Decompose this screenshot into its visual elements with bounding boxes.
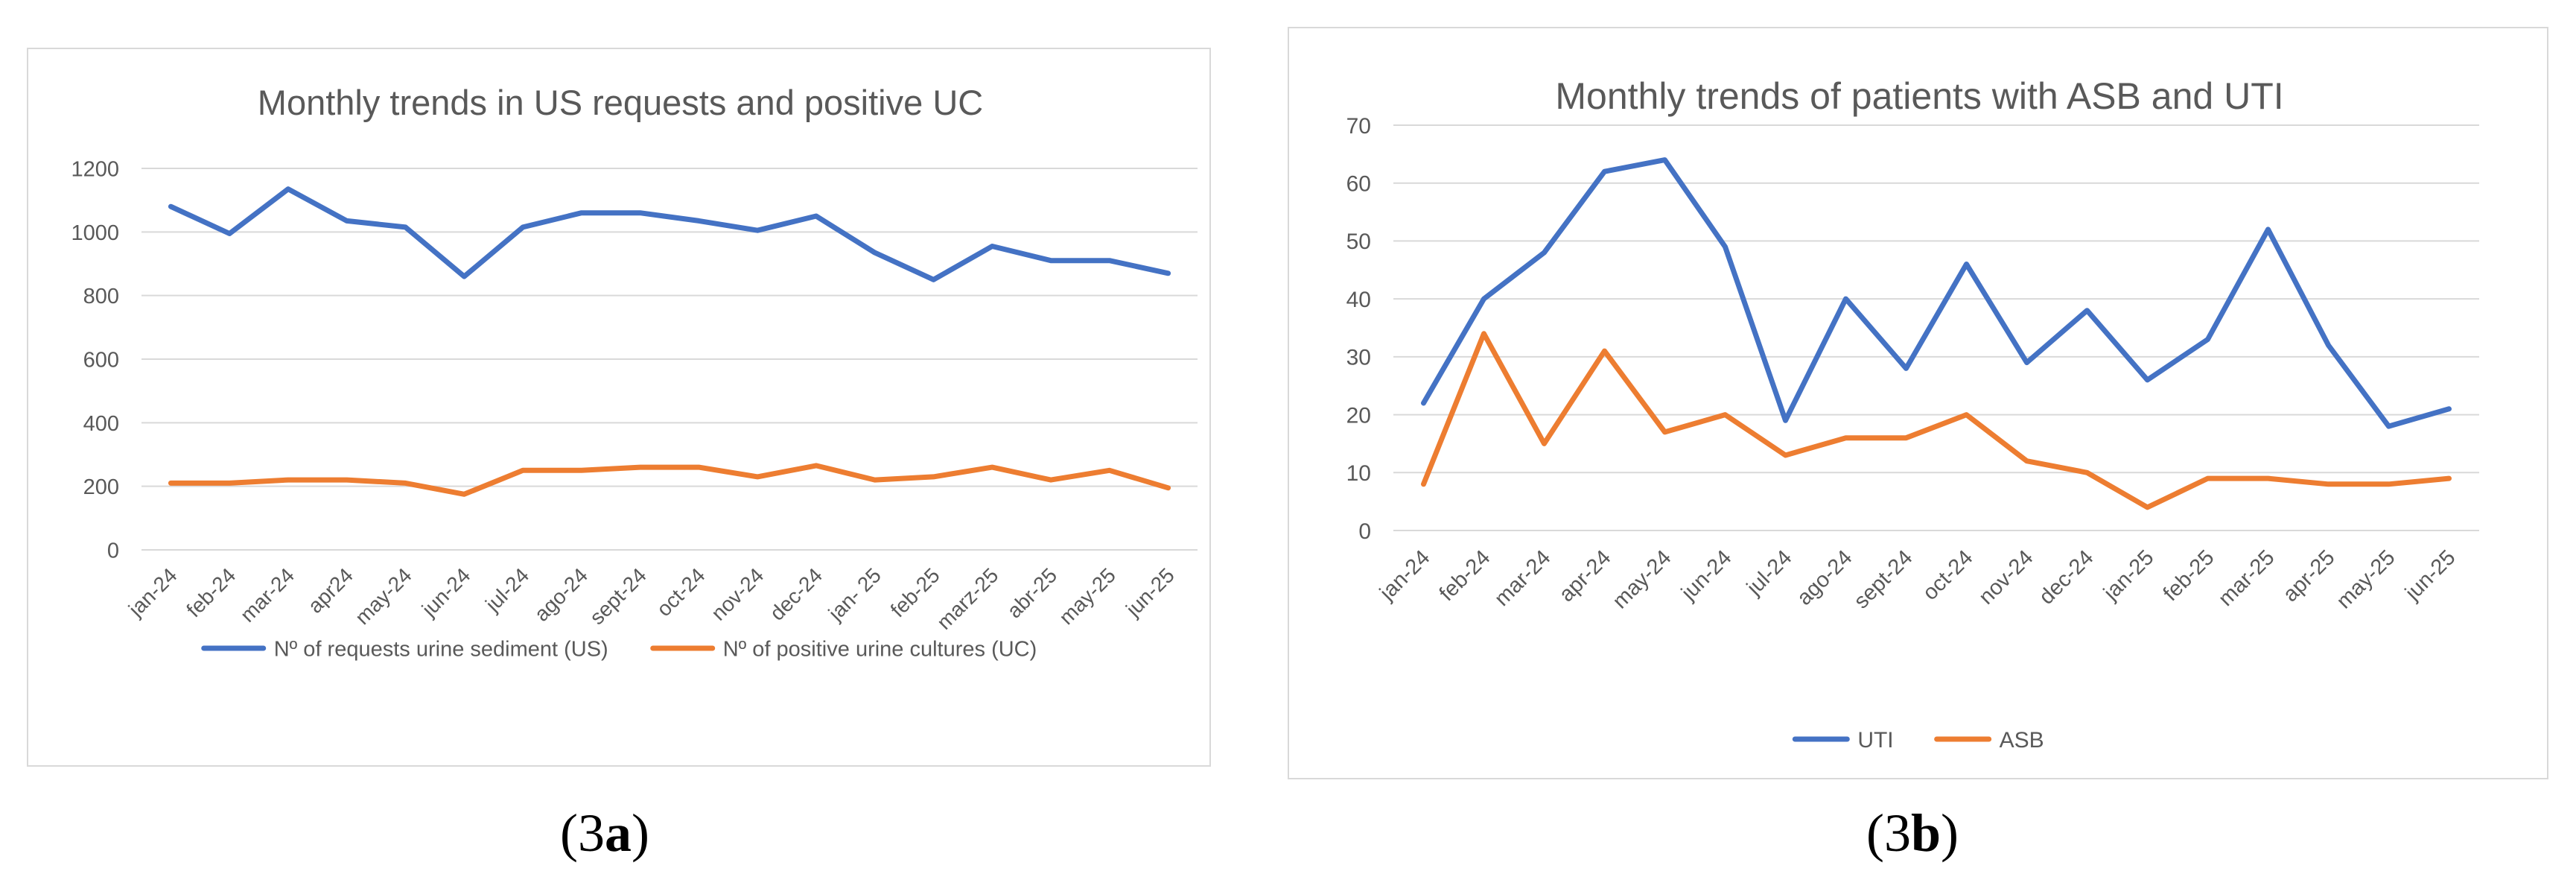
chart-3a-legend: Nº of requests urine sediment (US) Nº of … <box>201 637 1037 661</box>
chart-3a-svg: Monthly trends in US requests and positi… <box>71 83 1198 661</box>
chart-3a-x-tick-label: oct-24 <box>652 563 710 621</box>
caption-3b-close: ) <box>1941 803 1959 863</box>
chart-3b-x-tick-label: ago-24 <box>1793 545 1857 609</box>
caption-3a-close: ) <box>631 803 649 863</box>
chart-3a-x-tick-label: marz-25 <box>932 563 1003 634</box>
chart-3b-series-line-2 <box>1421 331 2452 510</box>
chart-3b-x-tick-label: feb-24 <box>1435 545 1495 606</box>
chart-3a-legend-label-2: Nº of positive urine cultures (UC) <box>723 637 1037 661</box>
chart-3b-legend: UTI ASB <box>1792 728 2044 753</box>
chart-3b-y-tick-label: 70 <box>1346 114 1371 139</box>
chart-3a-y-tick-label: 400 <box>83 412 119 436</box>
chart-3b-x-tick-label: apr-24 <box>1555 545 1616 607</box>
chart-3b-x-tick-label: jan-25 <box>2099 545 2158 605</box>
panel-caption-3b: (3b) <box>1866 806 1959 860</box>
chart-3a-legend-label-1: Nº of requests urine sediment (US) <box>274 637 608 661</box>
chart-3a-x-tick-label: apr24 <box>303 563 357 618</box>
chart-3a-x-tick-label: ago-24 <box>530 563 593 626</box>
chart-3a-x-tick-label: mar-24 <box>236 563 299 627</box>
chart-3a-series-line-2 <box>168 463 1171 497</box>
caption-3a-letter: a <box>604 803 632 863</box>
chart-3a-x-tick-label: may-25 <box>1055 563 1120 629</box>
chart-3b-x-tick-label: jan-24 <box>1375 545 1434 605</box>
chart-3a-x-tick-label: feb-24 <box>182 563 240 621</box>
chart-3b-svg: Monthly trends of patients with ASB and … <box>1346 75 2479 753</box>
caption-3b-letter: b <box>1910 803 1941 863</box>
chart-3a-y-tick-label: 800 <box>83 285 119 308</box>
chart-3b-y-tick-label: 30 <box>1346 346 1371 370</box>
chart-3b-x-tick-label: jun-24 <box>1676 545 1736 605</box>
chart-3a-x-tick-label: nov-24 <box>707 563 768 624</box>
chart-3a-x-tick-label: jun-24 <box>417 563 475 621</box>
chart-3b-legend-label-2: ASB <box>2000 728 2044 753</box>
chart-3b-title: Monthly trends of patients with ASB and … <box>1555 75 2283 117</box>
chart-3b-x-tick-label: oct-24 <box>1918 545 1978 605</box>
chart-3a-y-tick-label: 0 <box>107 539 119 563</box>
chart-3a-x-tick-label: jan- 25 <box>824 563 885 625</box>
chart-3b-x-tick-label: jun-25 <box>2400 545 2460 605</box>
chart-3b-x-tick-label: may-24 <box>1608 545 1676 613</box>
chart-3b-x-tick-label: sept-24 <box>1849 545 1917 613</box>
chart-3b-y-tick-label: 10 <box>1346 461 1371 486</box>
caption-3a-open: (3 <box>560 803 605 863</box>
chart-3a-title: Monthly trends in US requests and positi… <box>258 83 983 122</box>
chart-3b-series-line-1 <box>1421 157 2452 429</box>
panel-caption-3a: (3a) <box>560 806 649 860</box>
chart-3b-x-tick-label: feb-25 <box>2159 545 2219 606</box>
chart-3a-x-tick-label: dec-24 <box>766 563 827 624</box>
chart-3a-x-tick-label: sept-24 <box>585 563 651 629</box>
chart-3b-x-tick-label: jul-24 <box>1742 545 1796 600</box>
chart-3a-series-line-1 <box>168 186 1171 282</box>
chart-3a-x-tick-label: jan-24 <box>124 563 182 621</box>
chart-3b-x-tick-label: apr-25 <box>2279 545 2340 607</box>
chart-panel-3a: Monthly trends in US requests and positi… <box>27 48 1211 767</box>
chart-3b-y-tick-label: 20 <box>1346 403 1371 428</box>
chart-3b-y-tick-label: 50 <box>1346 229 1371 254</box>
chart-3a-y-tick-label: 200 <box>83 475 119 499</box>
chart-3a-x-tick-label: feb-25 <box>886 563 944 621</box>
chart-3b-y-tick-label: 60 <box>1346 172 1371 197</box>
chart-3b-x-tick-label: may-25 <box>2332 545 2400 613</box>
chart-3a-x-tick-label: may-24 <box>351 563 416 629</box>
chart-3a-y-tick-label: 1200 <box>71 157 119 181</box>
chart-3a-y-tick-label: 1000 <box>71 221 119 245</box>
chart-3b-x-tick-label: dec-24 <box>2035 545 2098 609</box>
chart-3a-x-tick-label: jun-25 <box>1121 563 1179 621</box>
chart-3a-x-tick-label: abr-25 <box>1002 563 1061 622</box>
chart-3a-y-tick-label: 600 <box>83 348 119 372</box>
chart-3b-x-tick-label: mar-25 <box>2214 545 2280 611</box>
chart-panel-3b: Monthly trends of patients with ASB and … <box>1288 27 2548 779</box>
caption-3b-open: (3 <box>1866 803 1911 863</box>
chart-3b-legend-label-1: UTI <box>1857 728 1893 753</box>
chart-3a-x-tick-label: jul-24 <box>480 563 533 616</box>
chart-3b-x-tick-label: mar-24 <box>1490 545 1556 611</box>
chart-3b-x-tick-label: nov-24 <box>1974 545 2038 609</box>
chart-3b-y-tick-label: 40 <box>1346 288 1371 312</box>
chart-3b-y-tick-label: 0 <box>1358 519 1371 544</box>
